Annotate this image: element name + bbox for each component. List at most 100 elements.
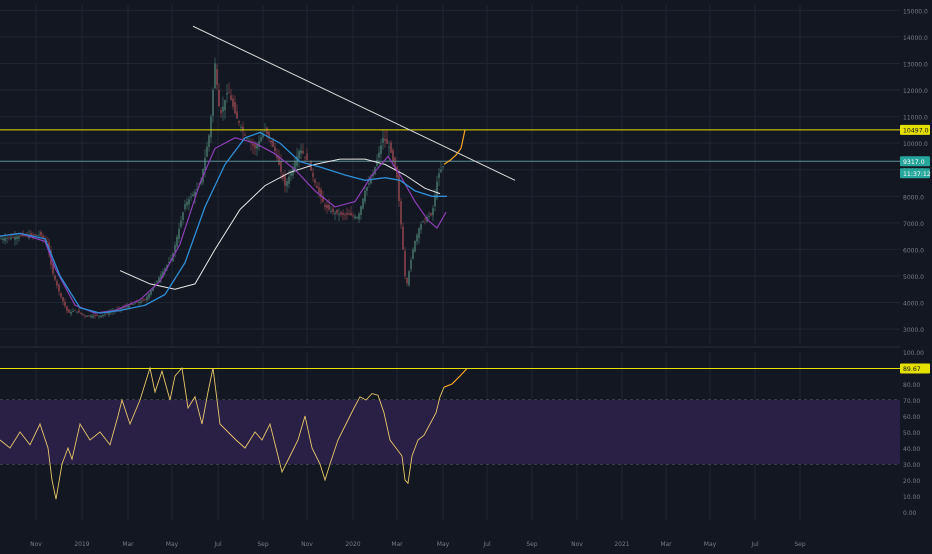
- candle-up: [356, 217, 358, 219]
- candle-down: [336, 209, 338, 214]
- candle-up: [38, 234, 40, 236]
- candle-down: [328, 204, 330, 210]
- candle-down: [332, 208, 334, 213]
- candle-up: [366, 187, 368, 191]
- candle-down: [284, 175, 286, 186]
- candle-up: [246, 137, 248, 139]
- candle-up: [194, 191, 196, 198]
- candle-down: [254, 144, 256, 149]
- rsi-tick-label: 10.00: [903, 494, 920, 501]
- candle-down: [106, 312, 108, 314]
- price-axis[interactable]: 3000.04000.05000.06000.07000.08000.09000…: [903, 8, 928, 334]
- rsi-tick-label: 30.00: [903, 462, 920, 469]
- candle-up: [14, 236, 16, 240]
- candle-down: [318, 187, 320, 193]
- rsi-tick-label: 20.00: [903, 478, 920, 485]
- candle-up: [208, 135, 210, 147]
- candle-down: [302, 151, 304, 154]
- time-tick-label: May: [437, 541, 450, 548]
- candle-down: [82, 313, 84, 315]
- countdown-badge-bg: [900, 168, 930, 179]
- candle-down: [238, 121, 240, 123]
- rsi-value-badge: 89.67: [903, 366, 921, 373]
- rsi-tick-label: 0.00: [903, 510, 917, 517]
- candle-down: [94, 315, 96, 316]
- candle-up: [192, 194, 194, 196]
- candle-up: [286, 181, 288, 187]
- rsi-line: [0, 366, 445, 500]
- candle-down: [80, 312, 82, 314]
- candle-down: [52, 263, 54, 274]
- candle-up: [370, 179, 372, 184]
- rsi-value-badge-bg: [900, 363, 930, 374]
- candle-up: [206, 146, 208, 157]
- candle-up: [330, 210, 332, 212]
- candle-down: [320, 189, 322, 198]
- candle-down: [228, 92, 230, 94]
- candle-down: [20, 235, 22, 237]
- price-tick-label: 12000.0: [903, 88, 928, 95]
- candle-down: [324, 204, 326, 207]
- candle-down: [386, 138, 388, 144]
- candle-down: [84, 315, 86, 317]
- candle-up: [418, 228, 420, 238]
- candle-up: [18, 236, 20, 239]
- candle-down: [384, 138, 386, 141]
- price-tick-label: 15000.0: [903, 8, 928, 15]
- candle-down: [60, 293, 62, 297]
- candle-down: [276, 155, 278, 158]
- candle-down: [230, 95, 232, 100]
- candle-up: [164, 268, 166, 273]
- time-tick-label: Nov: [571, 541, 583, 548]
- candle-down: [348, 213, 350, 215]
- candle-down: [124, 306, 126, 308]
- rsi-band: [0, 400, 900, 464]
- candle-down: [280, 161, 282, 172]
- candle-up: [140, 301, 142, 303]
- time-tick-label: 2020: [345, 541, 360, 548]
- candle-up: [436, 181, 438, 199]
- time-tick-label: Nov: [30, 541, 42, 548]
- candle-up: [214, 63, 216, 89]
- price-tick-label: 5000.0: [903, 274, 924, 281]
- candle-down: [278, 156, 280, 165]
- candle-up: [438, 173, 440, 179]
- candle-up: [156, 280, 158, 283]
- rsi-projection: [443, 368, 468, 388]
- candle-up: [354, 216, 356, 219]
- candle-up: [380, 145, 382, 155]
- candle-down: [404, 251, 406, 276]
- candle-down: [56, 280, 58, 286]
- time-tick-label: Jul: [213, 541, 222, 548]
- candle-up: [262, 133, 264, 138]
- candle-up: [428, 216, 430, 217]
- price-tick-label: 14000.0: [903, 35, 928, 42]
- candle-down: [274, 146, 276, 152]
- candle-up: [16, 236, 18, 240]
- candle-down: [244, 134, 246, 136]
- candle-up: [408, 271, 410, 286]
- descending-trendline[interactable]: [192, 25, 516, 181]
- candle-up: [180, 220, 182, 227]
- candle-up: [162, 271, 164, 277]
- time-tick-label: May: [704, 541, 717, 548]
- price-tick-label: 7000.0: [903, 221, 924, 228]
- candle-up: [176, 236, 178, 247]
- candle-down: [266, 127, 268, 135]
- resistance-price-badge: 10497.0: [903, 127, 929, 134]
- candle-up: [372, 174, 374, 177]
- candle-down: [340, 212, 342, 215]
- candle-down: [40, 232, 42, 236]
- time-tick-label: Sep: [526, 541, 538, 548]
- candle-down: [390, 142, 392, 153]
- candle-up: [132, 304, 134, 305]
- candle-up: [410, 260, 412, 270]
- candle-up: [120, 308, 122, 310]
- candle-up: [126, 306, 128, 308]
- candle-up: [160, 274, 162, 280]
- candle-up: [378, 152, 380, 158]
- time-axis[interactable]: Nov 2019 Mar May Jul Sep Nov 2020 Mar May Jul Sep No…: [30, 541, 806, 548]
- candle-down: [58, 284, 60, 292]
